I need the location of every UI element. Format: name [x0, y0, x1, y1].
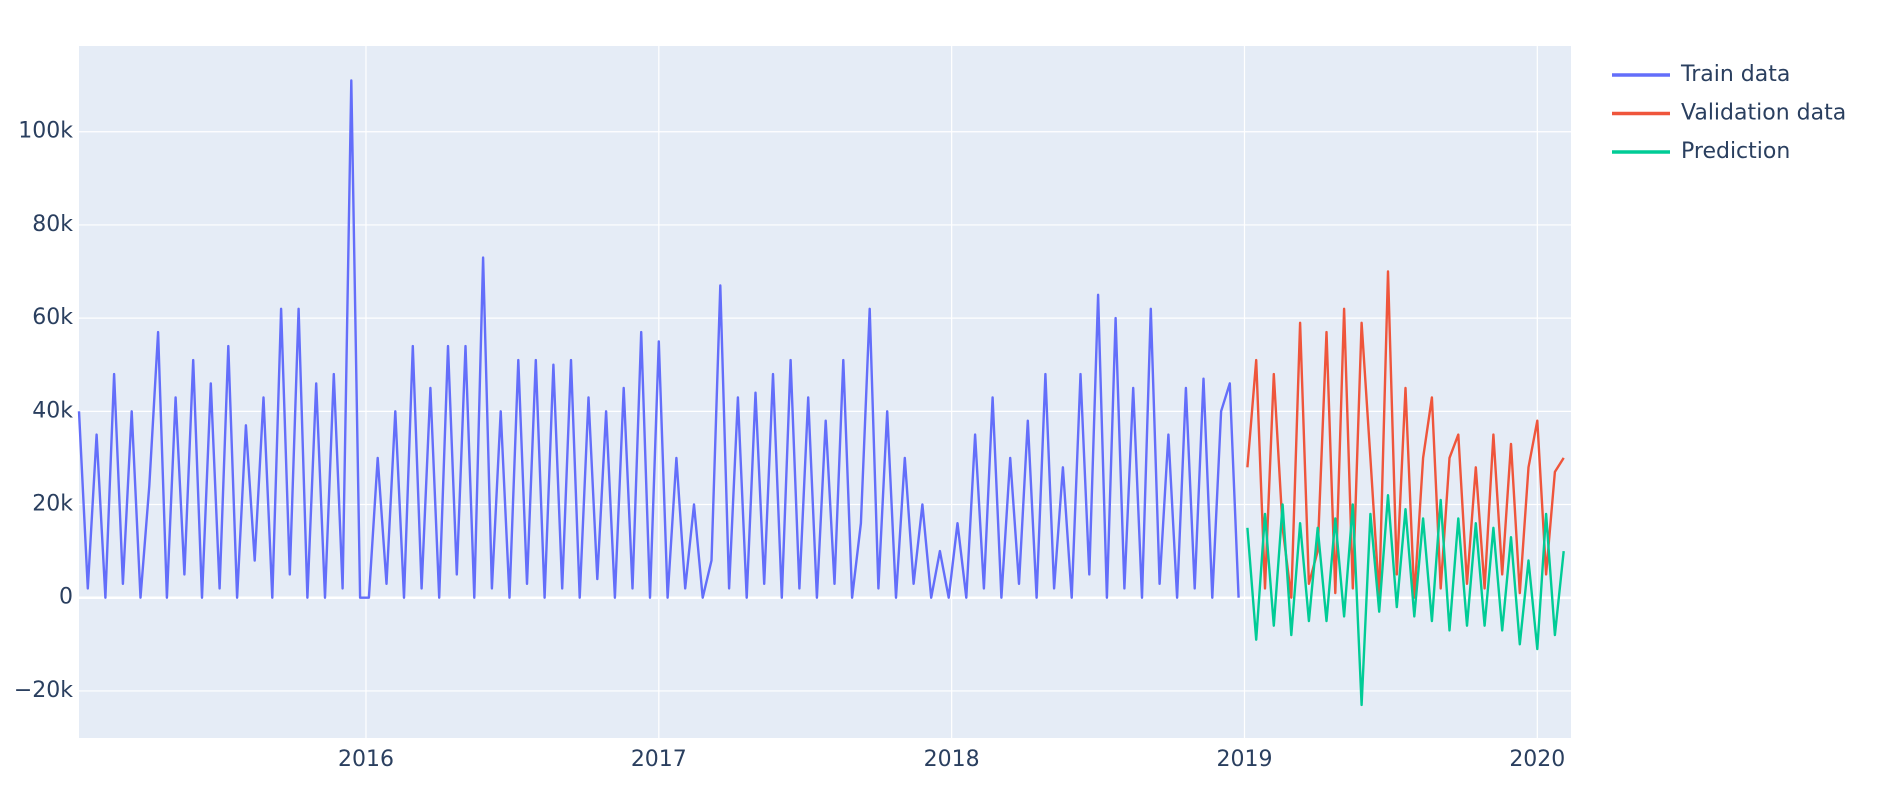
legend-label[interactable]: Validation data	[1681, 101, 1846, 126]
line-series	[1246, 270, 1565, 599]
legend-label[interactable]: Train data	[1680, 62, 1790, 87]
x-tick-label: 2016	[338, 747, 394, 772]
x-tick-label: 2020	[1509, 747, 1565, 772]
x-tick-label: 2018	[924, 747, 980, 772]
y-tick-label: 80k	[32, 212, 73, 237]
y-tick-label: 20k	[32, 492, 73, 517]
plot-background	[79, 46, 1571, 738]
y-tick-label: −20k	[14, 678, 73, 703]
plot	[77, 79, 1565, 707]
legend[interactable]: Train data Validation data Prediction	[1612, 62, 1846, 164]
x-tick-label: 2019	[1216, 747, 1272, 772]
y-tick-label: 100k	[18, 119, 73, 144]
line-series	[1246, 494, 1565, 707]
x-tick-label: 2017	[631, 747, 687, 772]
legend-label[interactable]: Prediction	[1681, 139, 1790, 164]
y-tick-label: 40k	[32, 398, 73, 423]
line-series	[77, 79, 1240, 599]
grid: −20k 0 20k 40k 60k 80k 100k 2016 2017 2018 2019 202…	[14, 46, 1571, 772]
y-tick-label: 60k	[32, 305, 73, 330]
y-tick-label: 0	[59, 585, 73, 610]
